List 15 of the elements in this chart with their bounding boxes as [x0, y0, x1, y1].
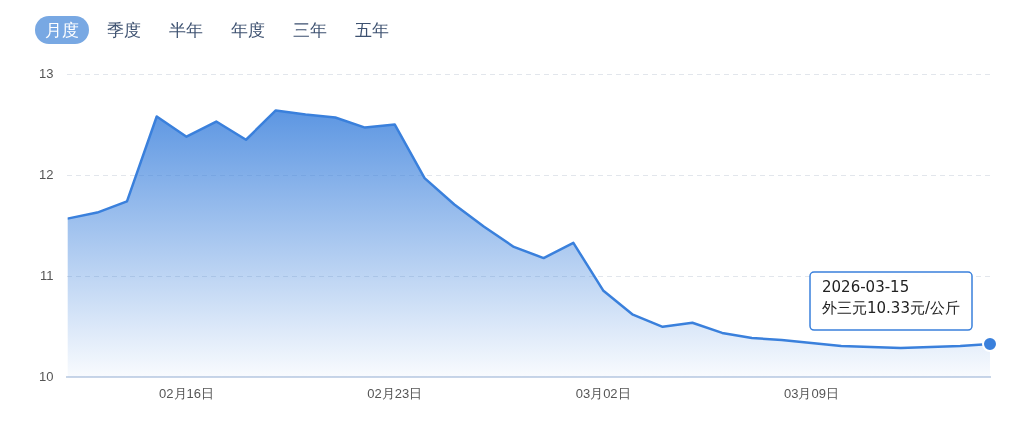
text: 半年 — [168, 19, 204, 42]
text: 季度 — [106, 19, 142, 42]
text: 五年 — [354, 19, 390, 42]
x-tick-label: 02月16日 — [159, 385, 214, 401]
x-tick-label: 03月09日 — [783, 385, 839, 401]
x-tick-label: 03月02日 — [575, 385, 631, 401]
y-tick-label: 10 — [38, 368, 54, 384]
text: 年度 — [230, 19, 266, 42]
y-tick-label: 11 — [39, 267, 54, 283]
x-tick-label: 02月23日 — [367, 385, 423, 401]
text: 三年 — [292, 19, 328, 42]
text: 月度 — [35, 16, 89, 44]
annotation: 2026-03-15 外三元10.33元/公斤 — [822, 278, 960, 318]
y-tick-label: 13 — [38, 65, 54, 81]
y-tick-label: 12 — [38, 166, 54, 182]
